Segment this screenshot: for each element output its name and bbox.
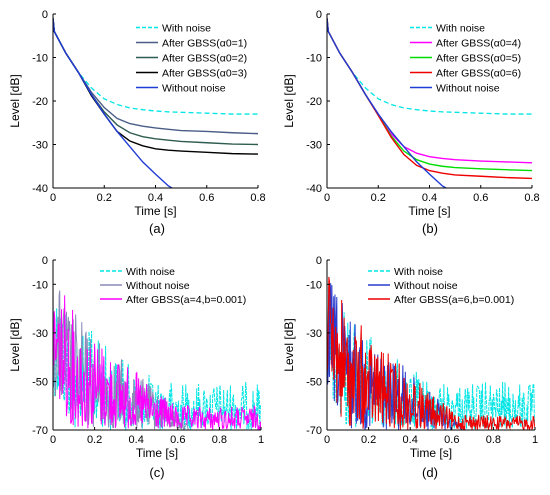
y-axis-label: Level [dB]	[8, 318, 22, 371]
y-tick-label: -40	[32, 183, 48, 195]
y-tick-label: -50	[306, 376, 322, 388]
plot-area	[53, 18, 258, 188]
y-axis-label: Level [dB]	[8, 74, 22, 127]
x-tick-label: 0.8	[486, 434, 501, 446]
series-line-3	[327, 276, 535, 430]
y-tick-label: -20	[32, 96, 48, 108]
legend-label-2: Without noise	[126, 280, 190, 292]
plot-area	[327, 18, 532, 188]
panel-caption: (a)	[149, 221, 165, 236]
y-tick-label: -30	[32, 140, 48, 152]
chart-panel-2: 0 0.2 0.4 0.6 0.8 -40 -30 -20 -10 0 Time [s] Level …	[282, 9, 540, 236]
panel-caption: (c)	[149, 465, 164, 480]
y-tick-label: -10	[306, 53, 322, 65]
y-tick-label: -10	[306, 279, 322, 291]
chart-panel-4: 0 0.2 0.4 0.6 0.8 1 -70 -50 -30 -10 0 Time [s] Level…	[282, 255, 538, 480]
legend-label-4: After GBSS(α0=6)	[436, 68, 521, 80]
x-axis-label: Time [s]	[408, 204, 450, 218]
y-tick-label: -20	[306, 96, 322, 108]
legend-label-3: After GBSS(a=6,b=0.001)	[394, 294, 514, 306]
legend-label-3: After GBSS(α0=5)	[436, 53, 521, 65]
x-tick-label: 0.2	[371, 192, 386, 204]
plot-area	[53, 284, 261, 430]
x-tick-label: 0.4	[148, 192, 163, 204]
legend: With noise Without noise After GBSS(a=4,b=…	[100, 266, 246, 306]
y-tick-label: 0	[42, 9, 48, 21]
x-tick-label: 0.8	[212, 434, 227, 446]
legend-label-4: After GBSS(α0=3)	[162, 68, 247, 80]
x-tick-label: 0.6	[199, 192, 214, 204]
y-tick-label: -40	[306, 183, 322, 195]
y-axis-label: Level [dB]	[282, 74, 296, 127]
x-tick-label: 0.2	[97, 192, 112, 204]
legend-label-5: Without noise	[162, 83, 226, 95]
y-tick-label: 0	[42, 255, 48, 267]
y-tick-label: -50	[32, 376, 48, 388]
x-axis-label: Time [s]	[134, 204, 176, 218]
x-tick-label: 0.4	[422, 192, 437, 204]
x-tick-label: 0.8	[524, 192, 539, 204]
series-line-5	[53, 18, 174, 188]
legend-label-1: With noise	[162, 23, 211, 35]
series-line-5	[327, 18, 448, 188]
y-axis-label: Level [dB]	[282, 318, 296, 371]
y-tick-label: -70	[306, 425, 322, 437]
legend-label-2: After GBSS(α0=4)	[436, 38, 521, 50]
x-tick-label: 0.4	[403, 434, 418, 446]
legend-label-1: With noise	[126, 266, 175, 278]
x-tick-label: 0.6	[444, 434, 459, 446]
legend-label-1: With noise	[394, 266, 443, 278]
legend-label-1: With noise	[436, 23, 485, 35]
chart-panel-1: 0 0.2 0.4 0.6 0.8 -40 -30 -20 -10 0 Time [s] Level …	[8, 9, 266, 236]
x-axis-label: Time [s]	[410, 446, 452, 460]
legend: With noise After GBSS(α0=4) After GBSS(α0=…	[410, 23, 521, 95]
y-tick-label: 0	[316, 9, 322, 21]
series-line-3	[53, 295, 261, 430]
legend-label-3: After GBSS(α0=2)	[162, 53, 247, 65]
x-tick-label: 1	[532, 434, 538, 446]
legend-label-3: After GBSS(a=4,b=0.001)	[126, 294, 246, 306]
x-tick-label: 0.6	[473, 192, 488, 204]
x-tick-label: 1	[258, 434, 264, 446]
x-tick-label: 0.8	[250, 192, 265, 204]
panel-caption: (b)	[422, 221, 438, 236]
x-axis-label: Time [s]	[136, 446, 178, 460]
series-line-1	[327, 18, 532, 115]
x-tick-label: 0	[50, 192, 56, 204]
x-tick-label: 0.2	[87, 434, 102, 446]
y-tick-label: -30	[32, 328, 48, 340]
y-tick-label: -10	[32, 53, 48, 65]
x-tick-label: 0.6	[170, 434, 185, 446]
series-line-1	[53, 18, 258, 115]
plot-area	[327, 276, 535, 430]
y-tick-label: 0	[316, 255, 322, 267]
chart-panel-3: 0 0.2 0.4 0.6 0.8 1 -70 -50 -30 -10 0 Time [s] Level…	[8, 255, 264, 480]
legend-label-5: Without noise	[436, 83, 500, 95]
x-tick-label: 0	[324, 434, 330, 446]
legend: With noise After GBSS(α0=1) After GBSS(α0=…	[136, 23, 247, 95]
y-tick-label: -10	[32, 279, 48, 291]
legend-label-2: Without noise	[394, 280, 458, 292]
x-tick-label: 0.2	[361, 434, 376, 446]
legend-label-2: After GBSS(α0=1)	[162, 38, 247, 50]
x-tick-label: 0	[50, 434, 56, 446]
x-tick-label: 0	[324, 192, 330, 204]
x-tick-label: 0.4	[129, 434, 144, 446]
legend: With noise Without noise After GBSS(a=6,b=…	[368, 266, 514, 306]
y-tick-label: -30	[306, 140, 322, 152]
panel-caption: (d)	[422, 465, 438, 480]
y-tick-label: -30	[306, 328, 322, 340]
y-tick-label: -70	[32, 425, 48, 437]
